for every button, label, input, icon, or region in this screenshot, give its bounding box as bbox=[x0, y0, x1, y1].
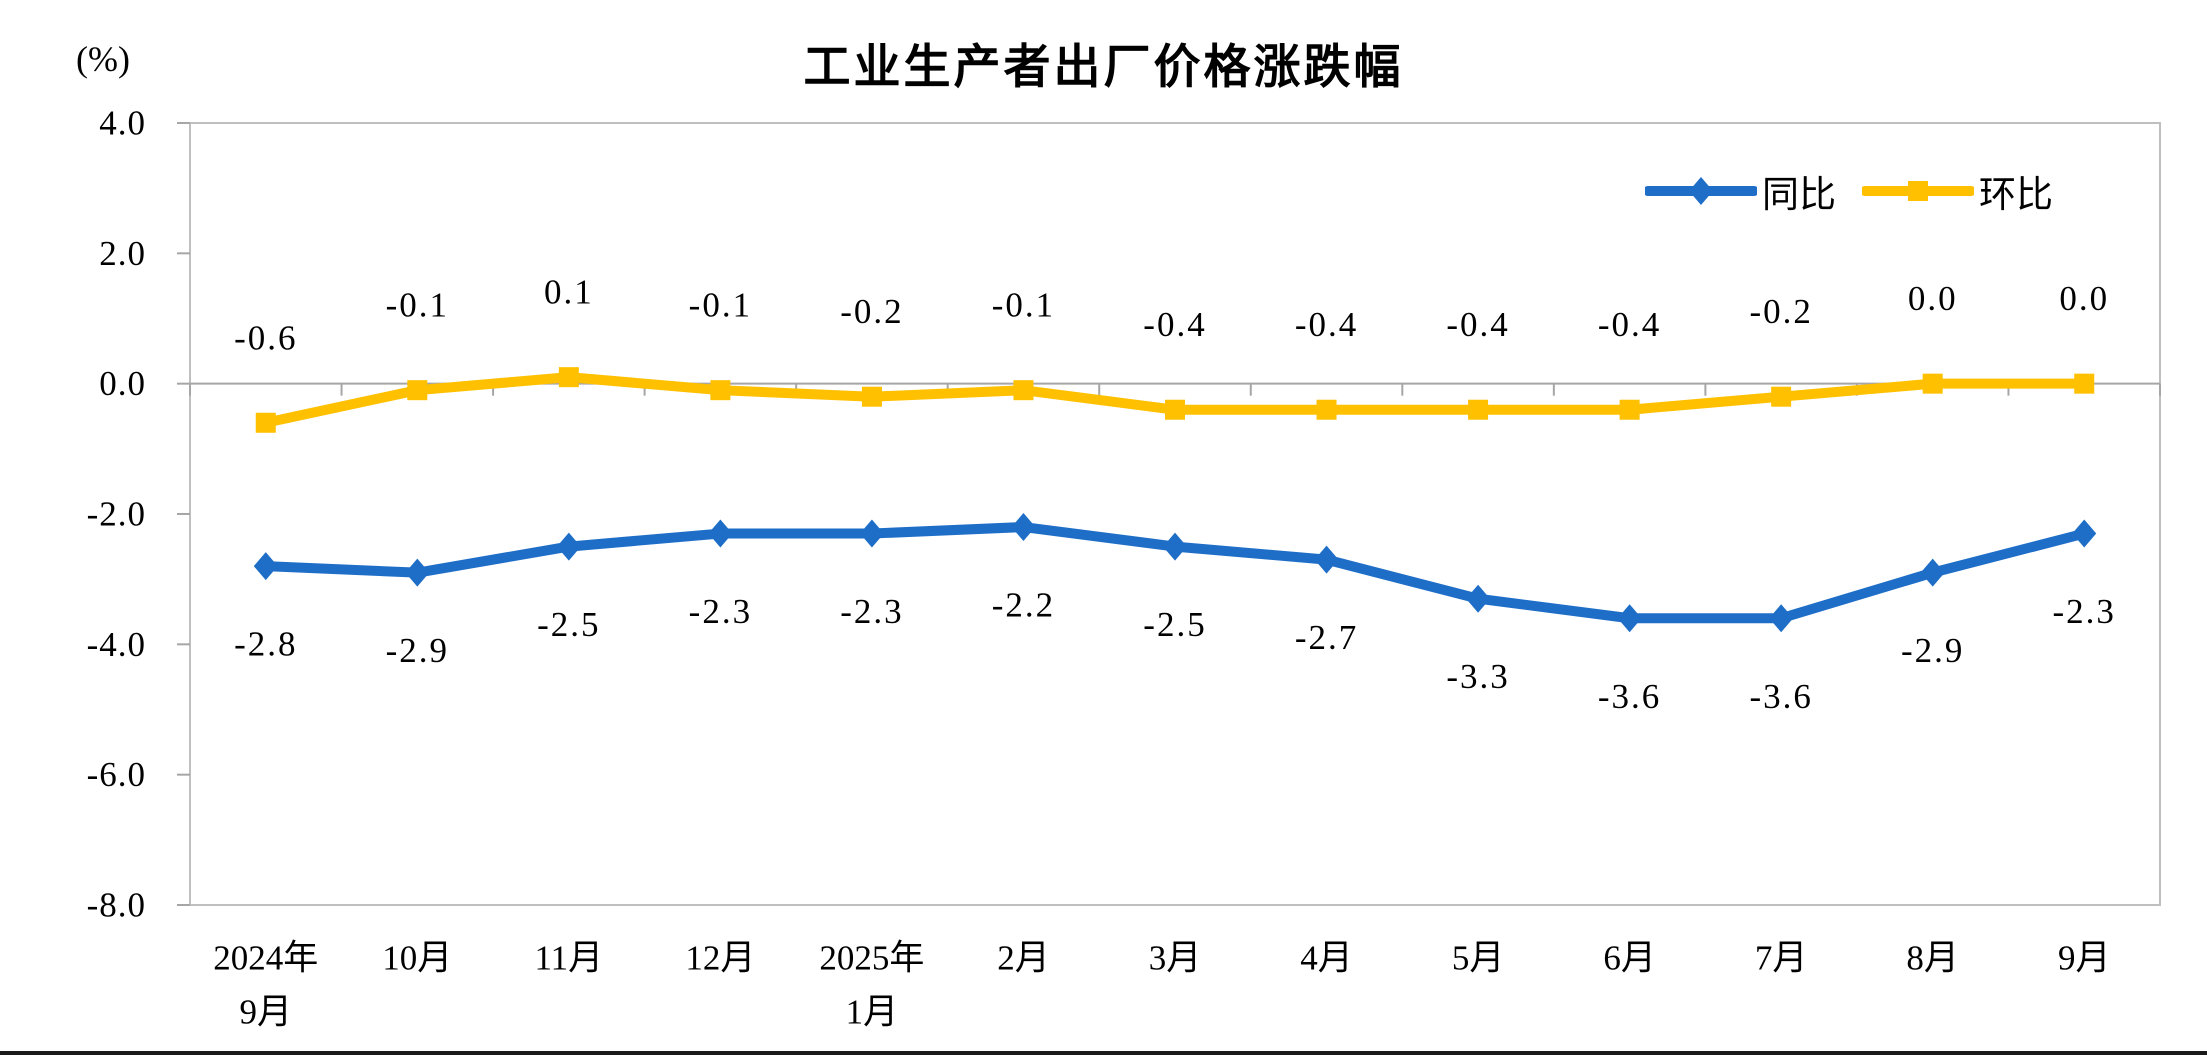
data-point-marker-yoy bbox=[1011, 513, 1036, 542]
data-point-marker-mom bbox=[1468, 399, 1489, 420]
data-point-label-yoy: -2.9 bbox=[386, 631, 449, 670]
y-axis-tick-label: -4.0 bbox=[87, 625, 146, 664]
y-axis-tick-label: 2.0 bbox=[99, 234, 146, 273]
x-axis-label: 12月 bbox=[685, 939, 755, 978]
data-point-label-mom: -0.4 bbox=[1143, 305, 1206, 344]
data-point-label-yoy: -2.9 bbox=[1901, 631, 1964, 670]
data-point-marker-mom bbox=[407, 380, 428, 401]
data-point-label-yoy: -3.3 bbox=[1446, 657, 1509, 696]
data-point-label-mom: 0.0 bbox=[1908, 279, 1958, 318]
data-point-marker-mom bbox=[1013, 380, 1034, 401]
data-point-label-yoy: -3.6 bbox=[1598, 677, 1661, 716]
x-axis-label: 2月 bbox=[997, 939, 1050, 978]
y-axis-unit-label: (%) bbox=[76, 39, 130, 79]
data-point-marker-yoy bbox=[405, 558, 430, 587]
bottom-rule bbox=[0, 1051, 2207, 1055]
chart-title: 工业生产者出厂价格涨跌幅 bbox=[803, 40, 1404, 93]
x-axis-label: 10月 bbox=[382, 939, 452, 978]
data-point-marker-mom bbox=[255, 412, 276, 433]
data-point-label-yoy: -2.3 bbox=[840, 592, 903, 631]
yoy-line-marker-swatch bbox=[1645, 177, 1757, 205]
y-axis-tick-label: 0.0 bbox=[99, 364, 146, 403]
y-axis-tick-label: -2.0 bbox=[87, 495, 146, 534]
data-point-label-yoy: -2.3 bbox=[2053, 592, 2116, 631]
x-axis-label: 4月 bbox=[1300, 939, 1353, 978]
legend-item-yoy: 同比 bbox=[1645, 164, 1836, 218]
legend-item-mom: 环比 bbox=[1862, 164, 2053, 218]
data-point-marker-yoy bbox=[1920, 558, 1945, 587]
data-point-marker-mom bbox=[1619, 399, 1640, 420]
y-axis-tick-label: -6.0 bbox=[87, 755, 146, 794]
data-point-marker-yoy bbox=[1466, 584, 1491, 613]
x-axis-label: 1月 bbox=[846, 993, 899, 1032]
data-point-marker-yoy bbox=[1163, 532, 1187, 561]
data-point-label-mom: -0.4 bbox=[1446, 305, 1509, 344]
x-axis-label: 2025年 bbox=[819, 939, 924, 978]
data-point-label-mom: -0.2 bbox=[1749, 292, 1812, 331]
mom-line-marker-swatch bbox=[1862, 181, 1974, 201]
data-point-label-mom: -0.1 bbox=[689, 286, 752, 325]
data-point-marker-mom bbox=[1771, 386, 1792, 407]
plot-border bbox=[189, 122, 2161, 906]
x-axis-label: 5月 bbox=[1452, 939, 1505, 978]
legend-label-yoy: 同比 bbox=[1762, 174, 1836, 215]
x-axis-label: 3月 bbox=[1149, 939, 1202, 978]
data-point-marker-yoy bbox=[253, 552, 278, 581]
x-axis-label: 9月 bbox=[240, 993, 293, 1032]
data-point-marker-mom bbox=[1165, 399, 1185, 420]
data-point-label-mom: -0.1 bbox=[386, 286, 449, 325]
data-point-marker-mom bbox=[2074, 373, 2095, 394]
x-axis-label: 9月 bbox=[2058, 939, 2111, 978]
data-point-marker-yoy bbox=[1617, 604, 1642, 633]
data-point-label-yoy: -2.8 bbox=[234, 625, 297, 664]
data-point-label-yoy: -2.3 bbox=[689, 592, 752, 631]
data-point-marker-yoy bbox=[1769, 604, 1794, 633]
chart-legend: 同比 环比 bbox=[1645, 164, 2079, 218]
data-point-marker-yoy bbox=[2072, 519, 2097, 548]
data-point-label-mom: -0.4 bbox=[1598, 305, 1661, 344]
legend-label-mom: 环比 bbox=[1979, 174, 2053, 215]
y-axis-tick-label: -8.0 bbox=[87, 886, 146, 925]
data-point-label-yoy: -2.5 bbox=[1143, 605, 1206, 644]
data-point-marker-yoy bbox=[859, 519, 884, 548]
data-point-marker-mom bbox=[861, 386, 882, 407]
x-axis-label: 8月 bbox=[1906, 939, 1959, 978]
data-point-label-mom: 0.1 bbox=[544, 273, 594, 312]
data-point-marker-yoy bbox=[708, 519, 733, 548]
data-point-marker-mom bbox=[1316, 399, 1337, 420]
data-point-label-mom: -0.6 bbox=[234, 318, 297, 357]
data-point-label-mom: -0.2 bbox=[840, 292, 903, 331]
data-point-label-yoy: -2.2 bbox=[992, 586, 1055, 625]
data-point-marker-mom bbox=[558, 367, 579, 388]
data-point-marker-mom bbox=[1922, 373, 1943, 394]
data-point-label-mom: -0.4 bbox=[1295, 305, 1358, 344]
data-point-marker-mom bbox=[710, 380, 731, 401]
data-point-label-mom: 0.0 bbox=[2059, 279, 2109, 318]
y-axis-tick-label: 4.0 bbox=[99, 104, 146, 143]
data-point-label-mom: -0.1 bbox=[992, 286, 1055, 325]
x-axis-label: 11月 bbox=[534, 939, 603, 978]
data-point-label-yoy: -2.7 bbox=[1295, 618, 1358, 657]
x-axis-label: 6月 bbox=[1603, 939, 1656, 978]
data-point-label-yoy: -3.6 bbox=[1749, 677, 1812, 716]
data-point-marker-yoy bbox=[556, 532, 581, 561]
x-axis-label: 7月 bbox=[1755, 939, 1808, 978]
data-point-marker-yoy bbox=[1314, 545, 1339, 574]
data-point-label-yoy: -2.5 bbox=[537, 605, 600, 644]
x-axis-label: 2024年 bbox=[213, 939, 318, 978]
